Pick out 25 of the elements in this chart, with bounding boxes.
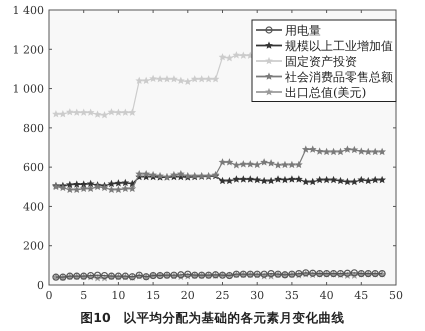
caption: 图10 以平均分配为基础的各元素月变化曲线	[80, 310, 345, 325]
x-tick-label: 20	[180, 289, 195, 302]
y-tick-label: 1 200	[12, 43, 44, 56]
x-tick-label: 0	[46, 289, 52, 302]
legend-label: 固定资产投资	[285, 54, 357, 68]
x-tick-label: 35	[284, 289, 299, 302]
legend-label: 用电量	[285, 24, 321, 38]
x-tick-label: 50	[389, 289, 403, 302]
x-tick-label: 25	[216, 289, 230, 302]
y-tick-label: 0	[37, 279, 44, 292]
legend-label: 规模以上工业增加值	[285, 39, 393, 53]
y-tick-label: 200	[23, 240, 44, 253]
y-tick-label: 400	[23, 200, 44, 214]
x-tick-label: 30	[250, 289, 264, 302]
y-tick-label: 1 400	[12, 4, 44, 17]
x-tick-label: 10	[111, 289, 126, 302]
x-tick-label: 45	[354, 289, 368, 302]
y-tick-label: 600	[23, 161, 44, 174]
y-tick-label: 800	[23, 122, 44, 135]
legend-label: 社会消费品零售总额	[285, 70, 393, 84]
y-tick-label: 1 000	[12, 82, 44, 96]
x-tick-label: 15	[146, 289, 160, 302]
x-tick-label: 40	[320, 289, 334, 302]
legend-label: 出口总值(美元)	[285, 86, 366, 100]
x-tick-label: 5	[80, 289, 88, 302]
